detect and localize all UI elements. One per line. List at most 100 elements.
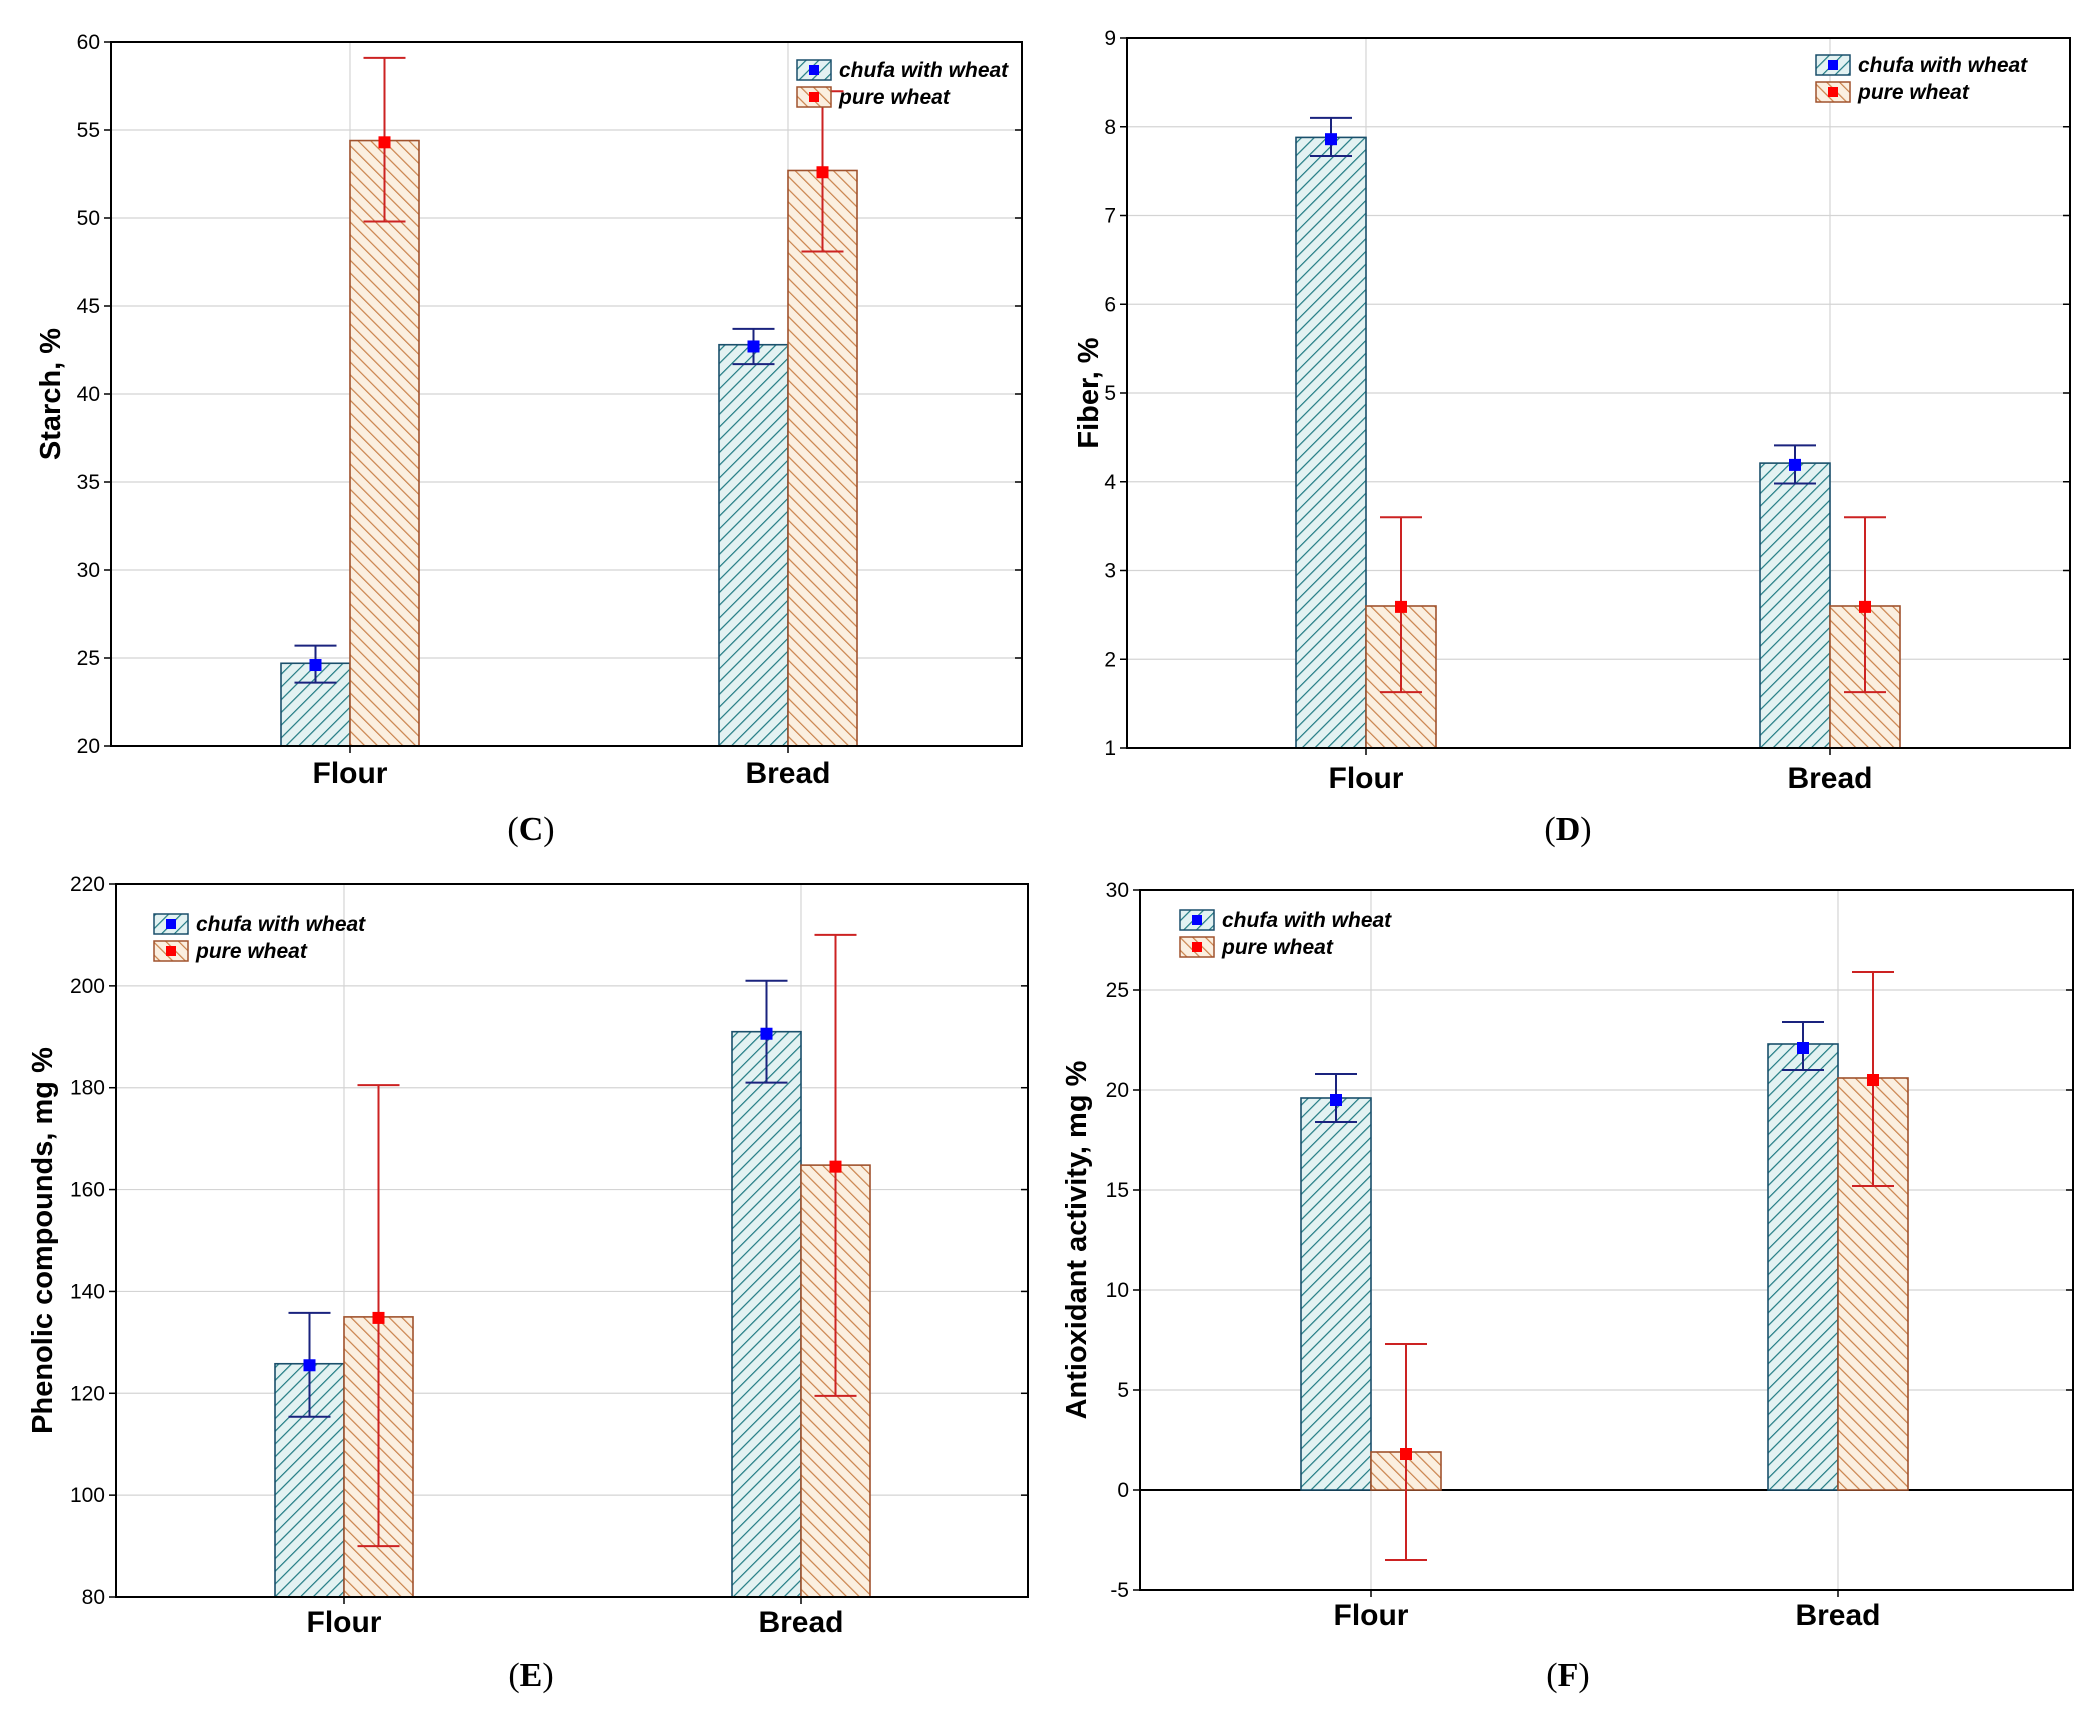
mean-marker <box>1330 1094 1342 1106</box>
panel-label-letter: C <box>519 811 544 848</box>
bar-chufa-bread <box>1759 462 1831 749</box>
y-tick-label: 25 <box>1106 979 1129 1002</box>
legend-label: chufa with wheat <box>1222 909 1392 932</box>
panel-label-open: ( <box>1546 1657 1557 1694</box>
panel-label-open: ( <box>507 811 518 848</box>
legend-label: chufa with wheat <box>1858 54 2028 77</box>
y-tick-label: 5 <box>1117 1379 1129 1402</box>
chart-panel-f: -5 0 5 10 15 20 25 30 Flour Bread Antioxidant acti… <box>1061 879 2074 1694</box>
legend-label: pure wheat <box>195 940 308 963</box>
panel-label-close: ) <box>1578 1657 1589 1694</box>
panel-label: (E) <box>508 1657 553 1694</box>
y-tick-label: 9 <box>1104 27 1116 50</box>
y-axis-title: Fiber, % <box>1073 337 1105 448</box>
y-tick-label: 1 <box>1104 737 1116 760</box>
y-tick-label: 40 <box>77 383 100 406</box>
legend-marker <box>166 946 176 956</box>
panel-label-close: ) <box>542 1657 553 1694</box>
panel-label-letter: D <box>1556 811 1581 848</box>
mean-marker <box>1395 600 1407 613</box>
chart-panel-e: 80 100 120 140 160 180 200 220 Flour Bread Phenoli… <box>27 873 1029 1694</box>
y-tick-label: 0 <box>1117 1479 1129 1502</box>
y-tick-label: -5 <box>1110 1579 1129 1602</box>
x-tick-label: Flour <box>307 1606 382 1639</box>
bar-chufa-bread <box>731 1030 802 1598</box>
panel-label-open: ( <box>1544 811 1555 848</box>
bar-chufa-bread <box>1767 1043 1839 1491</box>
chart-panel-c: 20 25 30 35 40 45 50 55 60 Flour Bread Starch, % chu… <box>35 31 1023 848</box>
legend: chufa with wheat pure wheat <box>1815 54 2028 104</box>
panel-label-close: ) <box>1580 811 1591 848</box>
mean-marker <box>1400 1448 1412 1460</box>
legend-marker <box>166 919 176 929</box>
y-tick-label: 55 <box>77 119 100 142</box>
y-tick-label: 10 <box>1106 1279 1129 1302</box>
mean-marker <box>747 340 760 353</box>
y-tick-label: 200 <box>70 975 105 998</box>
mean-marker <box>378 136 391 149</box>
bar-chufa-flour <box>1295 136 1367 749</box>
y-tick-label: 6 <box>1104 293 1116 316</box>
mean-marker <box>1797 1042 1809 1054</box>
legend-label: chufa with wheat <box>196 913 366 936</box>
mean-marker <box>309 659 322 672</box>
bar-chufa-bread <box>718 343 789 747</box>
mean-marker <box>1789 458 1801 471</box>
mean-marker <box>760 1027 773 1040</box>
y-tick-label: 5 <box>1104 382 1116 405</box>
y-tick-label: 20 <box>77 735 100 758</box>
legend-label: pure wheat <box>1857 81 1970 104</box>
panel-label-open: ( <box>508 1657 519 1694</box>
y-tick-label: 7 <box>1104 205 1116 228</box>
bar-pure-bread <box>787 169 858 747</box>
mean-marker <box>372 1311 385 1324</box>
legend-label: pure wheat <box>1221 936 1334 959</box>
panel-label: (C) <box>507 811 554 848</box>
y-tick-label: 50 <box>77 207 100 230</box>
bar-pure-flour <box>349 139 420 747</box>
y-tick-label: 100 <box>70 1484 105 1507</box>
y-tick-label: 35 <box>77 471 100 494</box>
plot-frame <box>1139 889 2074 1591</box>
legend: chufa with wheat pure wheat <box>1179 909 1392 959</box>
panel-label-letter: E <box>520 1657 543 1694</box>
legend-marker <box>1828 87 1838 97</box>
x-tick-label: Flour <box>313 757 388 790</box>
x-tick-label: Flour <box>1334 1599 1409 1632</box>
legend-marker <box>1828 60 1838 70</box>
mean-marker <box>816 166 829 179</box>
y-tick-label: 220 <box>70 873 105 896</box>
y-tick-label: 180 <box>70 1077 105 1100</box>
y-axis-title: Antioxidant activity, mg % <box>1061 1060 1093 1419</box>
y-tick-label: 60 <box>77 31 100 54</box>
y-tick-label: 160 <box>70 1179 105 1202</box>
panel-label-letter: F <box>1558 1657 1579 1694</box>
mean-marker <box>1325 133 1337 146</box>
y-tick-label: 120 <box>70 1382 105 1405</box>
y-tick-label: 8 <box>1104 116 1116 139</box>
y-tick-label: 4 <box>1104 471 1116 494</box>
y-tick-label: 30 <box>77 559 100 582</box>
y-tick-label: 25 <box>77 647 100 670</box>
y-axis-title: Phenolic compounds, mg % <box>27 1047 59 1434</box>
y-tick-label: 45 <box>77 295 100 318</box>
legend-label: chufa with wheat <box>839 59 1009 82</box>
y-tick-label: 3 <box>1104 560 1116 583</box>
mean-marker <box>1867 1074 1879 1086</box>
x-tick-label: Bread <box>745 757 830 790</box>
y-tick-label: 2 <box>1104 648 1116 671</box>
y-tick-label: 30 <box>1106 879 1129 902</box>
legend-marker <box>809 65 819 75</box>
mean-marker <box>1859 600 1871 613</box>
x-tick-label: Bread <box>1787 762 1872 795</box>
y-tick-label: 80 <box>82 1586 105 1609</box>
y-tick-label: 20 <box>1106 1079 1129 1102</box>
legend: chufa with wheat pure wheat <box>796 59 1009 109</box>
legend-marker <box>809 92 819 102</box>
panel-label-close: ) <box>543 811 554 848</box>
panel-label: (F) <box>1546 1657 1589 1694</box>
mean-marker <box>829 1160 842 1173</box>
y-tick-label: 15 <box>1106 1179 1129 1202</box>
mean-marker <box>303 1359 316 1372</box>
